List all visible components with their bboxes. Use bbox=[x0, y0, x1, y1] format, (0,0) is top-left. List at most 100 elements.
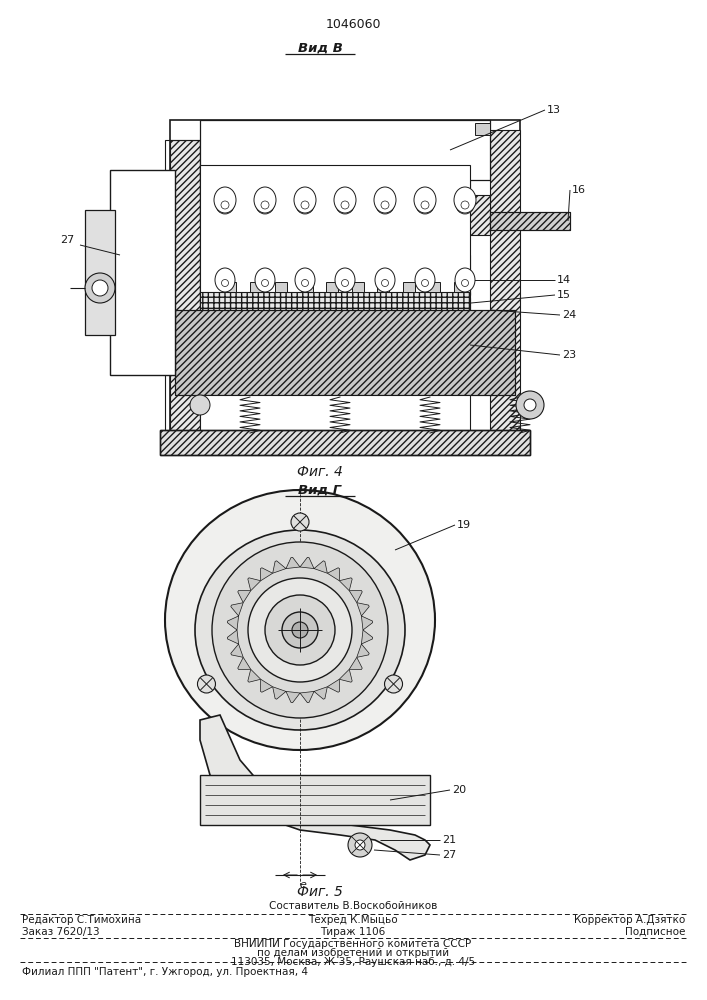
Text: 23: 23 bbox=[562, 350, 576, 360]
Polygon shape bbox=[314, 561, 327, 573]
Polygon shape bbox=[200, 775, 430, 825]
Text: Вид Г: Вид Г bbox=[298, 484, 341, 496]
Bar bbox=[165, 140, 200, 435]
Ellipse shape bbox=[375, 268, 395, 292]
Bar bbox=[175, 310, 515, 395]
Text: 24: 24 bbox=[562, 310, 576, 320]
Polygon shape bbox=[248, 578, 261, 591]
Ellipse shape bbox=[455, 268, 475, 292]
Polygon shape bbox=[349, 657, 362, 670]
Bar bbox=[490, 212, 570, 230]
Circle shape bbox=[301, 279, 308, 286]
Bar bbox=[440, 195, 490, 235]
Polygon shape bbox=[238, 590, 251, 603]
Text: Вид В: Вид В bbox=[298, 41, 342, 54]
Circle shape bbox=[516, 391, 544, 419]
Text: Подписное: Подписное bbox=[624, 927, 685, 937]
Text: Заказ 7620/13: Заказ 7620/13 bbox=[22, 927, 100, 937]
Text: 15: 15 bbox=[557, 290, 571, 300]
Text: 16: 16 bbox=[572, 185, 586, 195]
Bar bbox=[200, 170, 220, 375]
Bar bbox=[200, 120, 490, 180]
Polygon shape bbox=[286, 557, 300, 569]
Polygon shape bbox=[314, 687, 327, 699]
Bar bbox=[160, 430, 530, 455]
Bar bbox=[200, 215, 470, 225]
Text: 27: 27 bbox=[60, 235, 74, 245]
Polygon shape bbox=[300, 691, 314, 703]
Text: Филиал ППП "Патент", г. Ужгород, ул. Проектная, 4: Филиал ППП "Патент", г. Ужгород, ул. Про… bbox=[22, 967, 308, 977]
Text: 1046060: 1046060 bbox=[325, 18, 381, 31]
Text: 113035, Москва, Ж-35, Раушская наб., д. 4/5: 113035, Москва, Ж-35, Раушская наб., д. … bbox=[231, 957, 475, 967]
Circle shape bbox=[291, 513, 309, 531]
Polygon shape bbox=[260, 568, 273, 581]
Bar bbox=[428, 282, 440, 292]
Ellipse shape bbox=[454, 187, 476, 213]
Bar bbox=[224, 282, 236, 292]
Ellipse shape bbox=[255, 268, 275, 292]
Circle shape bbox=[416, 196, 434, 214]
Bar bbox=[200, 292, 470, 310]
Circle shape bbox=[524, 399, 536, 411]
Circle shape bbox=[456, 196, 474, 214]
Polygon shape bbox=[327, 679, 339, 692]
Text: Техред К.Мыцьо: Техред К.Мыцьо bbox=[308, 915, 398, 925]
Polygon shape bbox=[357, 644, 369, 657]
Circle shape bbox=[382, 279, 389, 286]
Ellipse shape bbox=[374, 187, 396, 213]
Circle shape bbox=[292, 622, 308, 638]
Text: 21: 21 bbox=[442, 835, 456, 845]
Text: ВНИИПИ Государственного комитета СССР: ВНИИПИ Государственного комитета СССР bbox=[235, 939, 472, 949]
Circle shape bbox=[212, 542, 388, 718]
Text: Редактор С.Тимохина: Редактор С.Тимохина bbox=[22, 915, 141, 925]
Ellipse shape bbox=[165, 490, 435, 750]
Bar bbox=[454, 282, 466, 292]
Bar bbox=[170, 120, 520, 455]
Ellipse shape bbox=[335, 268, 355, 292]
Bar bbox=[200, 395, 470, 435]
Circle shape bbox=[337, 275, 353, 291]
Ellipse shape bbox=[254, 187, 276, 213]
Bar bbox=[175, 310, 515, 395]
Circle shape bbox=[376, 196, 394, 214]
Circle shape bbox=[457, 275, 473, 291]
Circle shape bbox=[261, 201, 269, 209]
Circle shape bbox=[341, 279, 349, 286]
Bar bbox=[300, 282, 312, 292]
Polygon shape bbox=[228, 616, 238, 630]
Polygon shape bbox=[361, 616, 373, 630]
Ellipse shape bbox=[415, 268, 435, 292]
Circle shape bbox=[348, 833, 372, 857]
Circle shape bbox=[92, 280, 108, 296]
Circle shape bbox=[417, 275, 433, 291]
Bar bbox=[170, 140, 200, 435]
Text: 19: 19 bbox=[457, 520, 471, 530]
Polygon shape bbox=[357, 603, 369, 616]
Circle shape bbox=[296, 196, 314, 214]
Bar bbox=[200, 180, 470, 215]
Circle shape bbox=[421, 201, 429, 209]
Text: Тираж 1106: Тираж 1106 bbox=[320, 927, 385, 937]
Bar bbox=[326, 282, 338, 292]
Circle shape bbox=[256, 196, 274, 214]
Circle shape bbox=[85, 273, 115, 303]
Text: Фиг. 4: Фиг. 4 bbox=[297, 465, 343, 479]
Bar bbox=[490, 212, 570, 230]
Circle shape bbox=[217, 275, 233, 291]
Polygon shape bbox=[327, 568, 339, 581]
Bar bbox=[475, 123, 490, 135]
Ellipse shape bbox=[414, 187, 436, 213]
Polygon shape bbox=[200, 715, 430, 860]
Polygon shape bbox=[230, 603, 243, 616]
Bar bbox=[250, 282, 262, 292]
Text: е: е bbox=[300, 880, 306, 890]
Polygon shape bbox=[273, 561, 286, 573]
Ellipse shape bbox=[215, 268, 235, 292]
Polygon shape bbox=[248, 669, 261, 682]
Polygon shape bbox=[238, 657, 251, 670]
Bar bbox=[85, 210, 115, 335]
Polygon shape bbox=[361, 630, 373, 644]
Circle shape bbox=[341, 201, 349, 209]
Text: Корректор А.Дзятко: Корректор А.Дзятко bbox=[574, 915, 685, 925]
Ellipse shape bbox=[295, 268, 315, 292]
